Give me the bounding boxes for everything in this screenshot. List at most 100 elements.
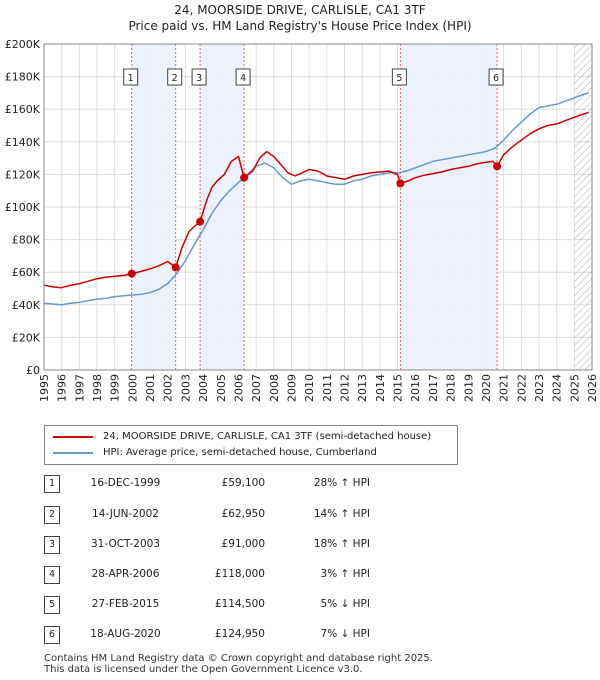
y-tick-label: £120K [5,168,41,181]
row-date: 14-JUN-2002 [92,508,159,520]
x-tick-label: 2016 [409,374,422,402]
x-tick-label: 2025 [568,374,581,402]
legend-price-label: 24, MOORSIDE DRIVE, CARLISLE, CA1 3TF (s… [103,431,432,442]
sale-point [171,263,180,272]
marker-box [123,68,139,86]
x-tick-label: 2005 [215,374,228,402]
row-number: 3 [44,536,60,554]
x-tick-label: 2011 [321,374,334,402]
marker-label: 3 [196,73,202,84]
row-number: 4 [44,566,60,584]
marker-box [391,68,407,86]
chart: 1 2 3 4 5 6 £0 £20K £40K £60K £80K £100K £120K £140K… [5,38,599,402]
marker-label: 2 [172,73,178,84]
highlight-span [400,44,498,370]
x-tick-label: 2014 [374,374,387,402]
legend-hpi-label: HPI: Average price, semi-detached house,… [103,447,377,458]
marker-label: 5 [396,73,402,84]
legend-hpi-swatch [53,451,93,454]
y-tick-label: £160K [5,103,41,116]
row-price: £118,000 [214,568,265,580]
sale-point [396,179,405,188]
marker-box [235,68,251,86]
marker-label: 6 [493,73,499,84]
x-tick-label: 1999 [109,374,122,402]
x-tick-label: 2017 [427,374,440,402]
highlight-span [200,44,245,370]
y-tick-label: £200K [5,38,41,51]
x-tick-label: 2000 [126,374,139,402]
y-tick-label: £140K [5,136,41,149]
marker-box [167,68,183,86]
sale-point [196,217,205,226]
row-price: £91,000 [221,538,265,550]
chart-title: 24, MOORSIDE DRIVE, CARLISLE, CA1 3TF [174,3,426,17]
footer-copyright: Contains HM Land Registry data © Crown c… [44,653,433,664]
y-tick-label: £40K [12,299,41,312]
legend-price: 24, MOORSIDE DRIVE, CARLISLE, CA1 3TF (s… [53,431,431,442]
legend-price-swatch [53,435,93,438]
chart-subtitle: Price paid vs. HM Land Registry's House … [128,19,472,33]
x-tick-label: 1995 [38,374,51,402]
forecast-hatch [574,44,592,370]
table-row: 2 14-JUN-2002 £62,950 14% ↑ HPI [0,506,600,526]
row-date: 31-OCT-2003 [91,538,160,550]
y-tick-label: £20K [12,331,41,344]
x-tick-label: 2020 [480,374,493,402]
x-tick-label: 2009 [285,374,298,402]
table-row: 3 31-OCT-2003 £91,000 18% ↑ HPI [0,536,600,556]
row-hpi: 3% ↑ HPI [320,568,370,580]
x-tick-label: 1996 [56,374,69,402]
table-row: 5 27-FEB-2015 £114,500 5% ↓ HPI [0,596,600,616]
marker-label: 4 [240,73,246,84]
x-tick-label: 2007 [250,374,263,402]
sale-point [127,269,136,278]
row-hpi: 14% ↑ HPI [313,508,370,520]
marker-box [191,68,207,86]
y-tick-label: £80K [12,234,41,247]
x-tick-label: 2012 [339,374,352,402]
x-tick-label: 2003 [179,374,192,402]
x-tick-label: 2010 [303,374,316,402]
x-tick-label: 1998 [91,374,104,402]
footer: Contains HM Land Registry data © Crown c… [44,653,433,675]
x-tick-label: 2022 [515,374,528,402]
row-date: 18-AUG-2020 [90,628,161,640]
row-date: 27-FEB-2015 [91,598,160,610]
x-tick-label: 2001 [144,374,157,402]
y-tick-label: £60K [12,266,41,279]
row-hpi: 7% ↓ HPI [320,628,370,640]
row-price: £62,950 [221,508,265,520]
plot-frame [43,43,593,371]
legend-hpi: HPI: Average price, semi-detached house,… [53,447,377,458]
x-tick-label: 2004 [197,374,210,402]
hpi-series-line [43,92,589,306]
row-price: £124,950 [214,628,265,640]
sale-point [240,173,249,182]
table-row: 4 28-APR-2006 £118,000 3% ↑ HPI [0,566,600,586]
marker-box [488,68,504,86]
x-tick-label: 2023 [533,374,546,402]
x-tick-label: 2018 [445,374,458,402]
y-tick-label: £100K [5,201,41,214]
row-price: £59,100 [221,477,265,489]
row-hpi: 18% ↑ HPI [313,538,370,550]
row-date: 16-DEC-1999 [90,477,161,489]
x-tick-label: 2015 [392,374,405,402]
x-tick-label: 2024 [551,374,564,402]
marker-label: 1 [128,73,134,84]
row-number: 1 [44,475,60,493]
footer-license: This data is licensed under the Open Gov… [44,664,363,675]
row-price: £114,500 [214,598,265,610]
x-tick-label: 2008 [268,374,281,402]
row-hpi: 5% ↓ HPI [320,598,370,610]
x-tick-label: 2006 [232,374,245,402]
row-date: 28-APR-2006 [91,568,160,580]
sale-point [493,162,502,171]
table-row: 1 16-DEC-1999 £59,100 28% ↑ HPI [0,475,600,495]
y-tick-label: £180K [5,71,41,84]
x-tick-label: 2013 [356,374,369,402]
y-tick-label: £0 [26,364,40,377]
x-tick-label: 2002 [162,374,175,402]
highlight-span [131,44,176,370]
